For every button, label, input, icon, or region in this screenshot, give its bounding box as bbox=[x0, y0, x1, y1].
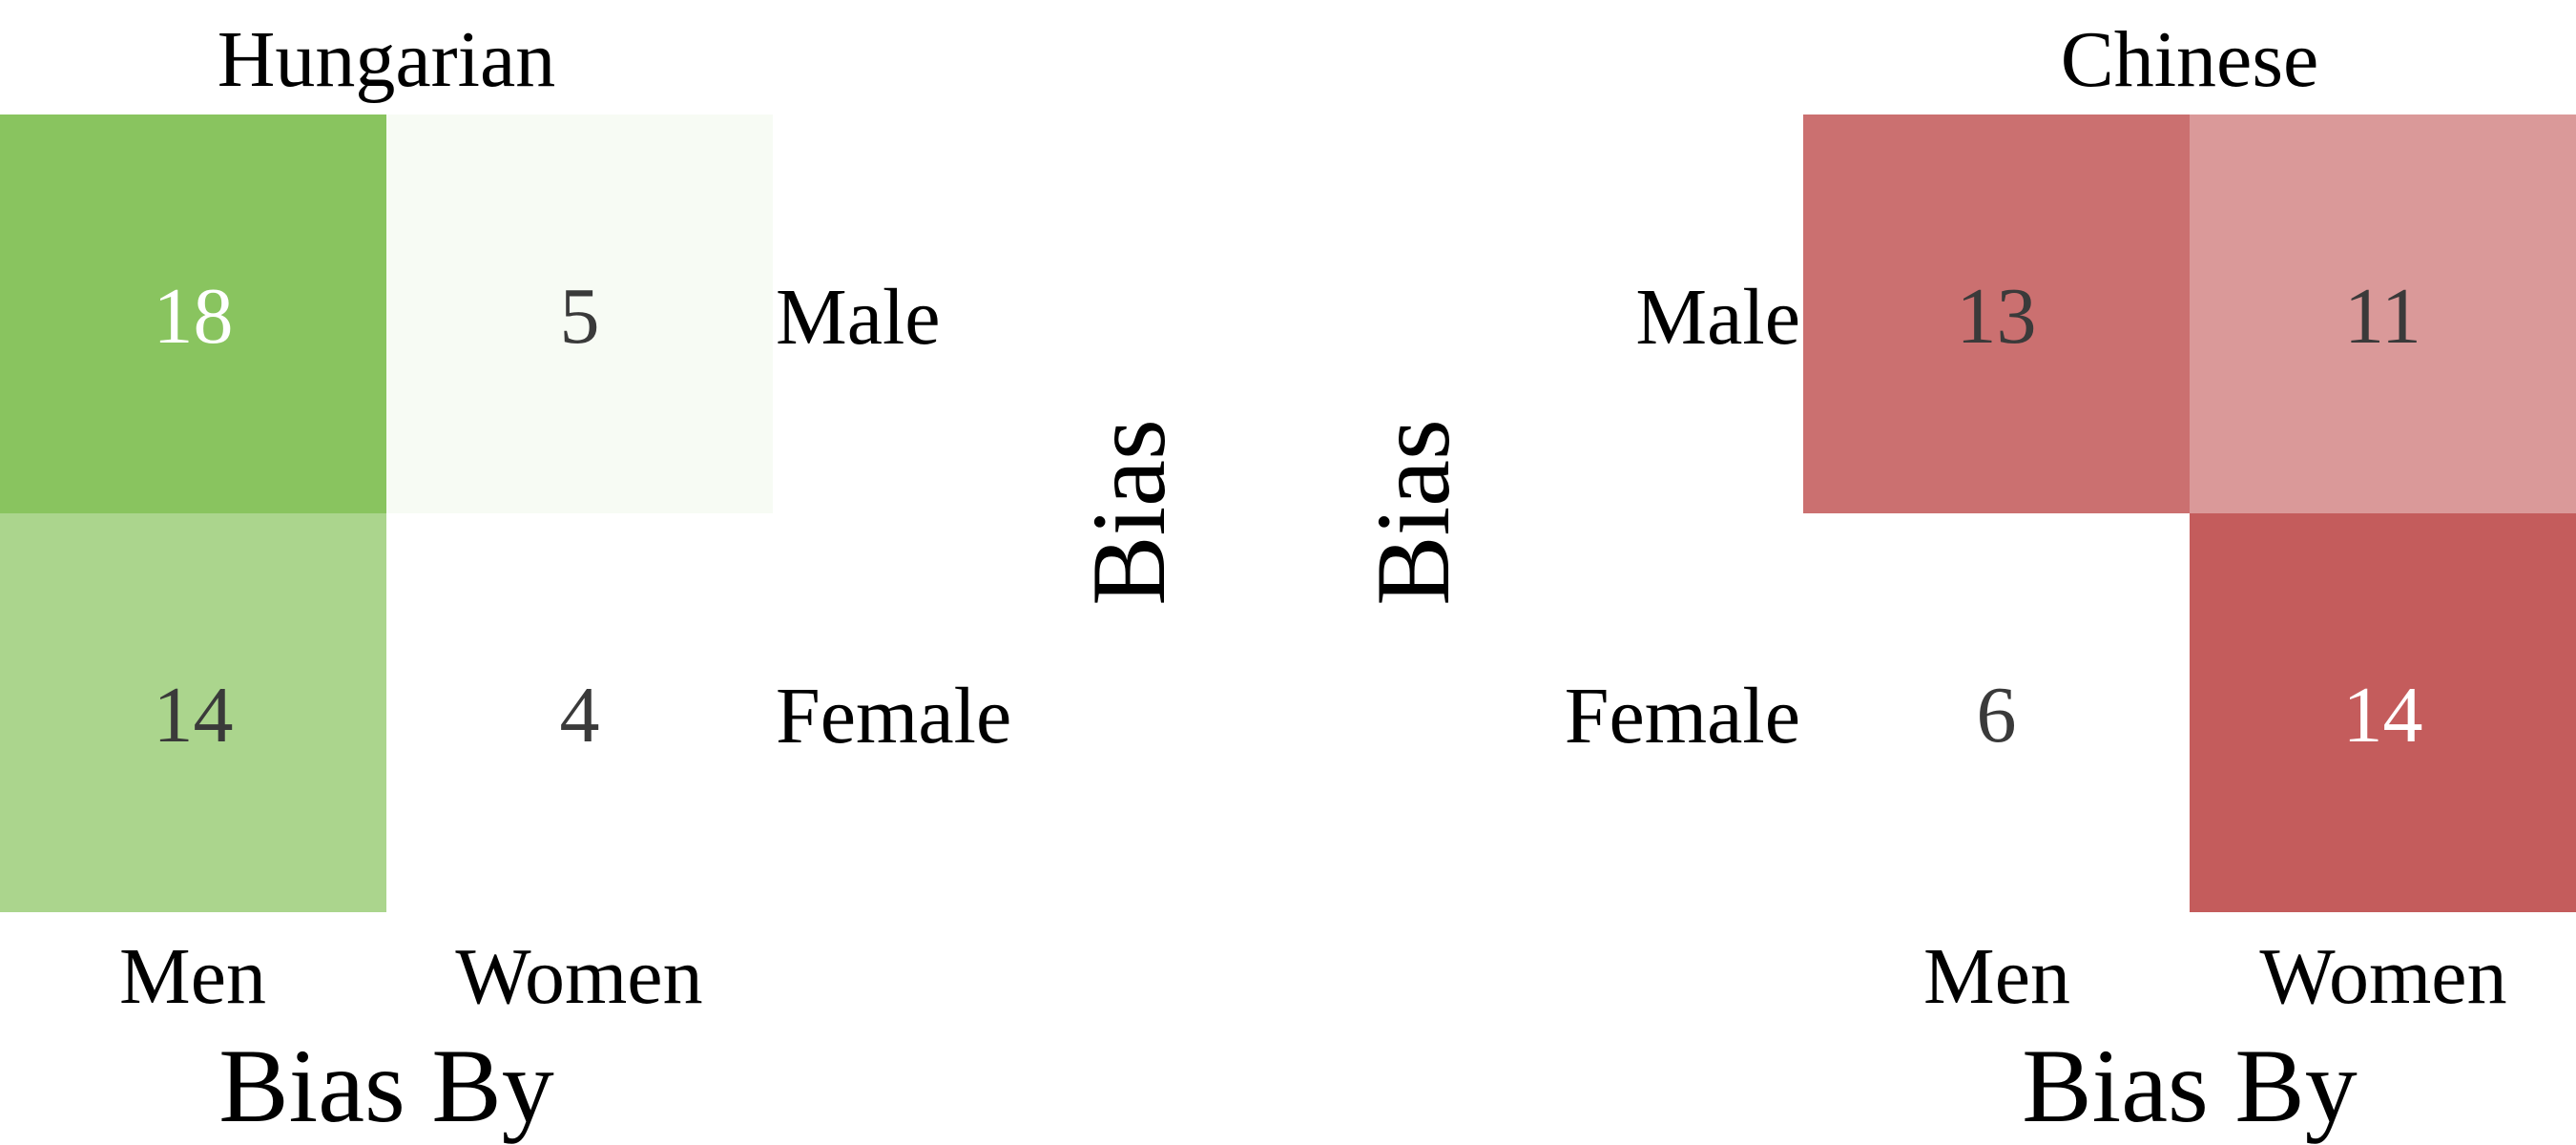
hungarian-ylabel: Bias bbox=[1070, 419, 1187, 606]
chinese-xlabel: Bias By bbox=[2022, 1028, 2357, 1144]
chinese-xtick-men: Men bbox=[1923, 932, 2070, 1021]
chinese-ytick-female: Female bbox=[1565, 672, 1800, 760]
chinese-title: Chinese bbox=[2061, 15, 2319, 104]
chinese-cell-0-0 bbox=[1803, 114, 2190, 513]
hungarian-cell-label-1-1: 4 bbox=[560, 671, 600, 760]
chinese-cell-label-1-0: 6 bbox=[1977, 671, 2017, 760]
hungarian-cell-label-0-1: 5 bbox=[560, 272, 600, 361]
chinese-cell-1-1 bbox=[2190, 513, 2576, 912]
hungarian-ytick-male: Male bbox=[776, 273, 941, 362]
heatmap-hungarian: Hungarian 18 5 14 4 Male Female Men Women B… bbox=[0, 15, 1187, 1144]
hungarian-cell-1-1 bbox=[386, 513, 773, 912]
chinese-cell-0-1 bbox=[2190, 114, 2576, 513]
chinese-cell-label-1-1: 14 bbox=[2343, 671, 2423, 760]
hungarian-xtick-men: Men bbox=[119, 932, 266, 1021]
hungarian-xlabel: Bias By bbox=[218, 1028, 553, 1144]
chinese-cell-label-0-1: 11 bbox=[2344, 272, 2421, 361]
chinese-cell-label-0-0: 13 bbox=[1957, 272, 2037, 361]
chinese-ylabel: Bias bbox=[1355, 419, 1471, 606]
hungarian-xtick-women: Women bbox=[455, 932, 702, 1021]
hungarian-cell-1-0 bbox=[0, 513, 386, 912]
chinese-ytick-male: Male bbox=[1635, 273, 1800, 362]
chinese-cell-1-0 bbox=[1803, 513, 2190, 912]
hungarian-cell-0-0 bbox=[0, 114, 386, 513]
hungarian-cells: 18 5 14 4 bbox=[0, 114, 773, 912]
chinese-xtick-women: Women bbox=[2259, 932, 2506, 1021]
chinese-cells: 13 11 6 14 bbox=[1803, 114, 2576, 912]
heatmap-chinese: Chinese 13 11 6 14 Male Female Men Women Bi… bbox=[1355, 15, 2576, 1144]
hungarian-cell-0-1 bbox=[386, 114, 773, 513]
hungarian-cell-label-0-0: 18 bbox=[154, 272, 234, 361]
hungarian-ytick-female: Female bbox=[776, 672, 1011, 760]
hungarian-title: Hungarian bbox=[218, 15, 556, 104]
hungarian-cell-label-1-0: 14 bbox=[154, 671, 234, 760]
